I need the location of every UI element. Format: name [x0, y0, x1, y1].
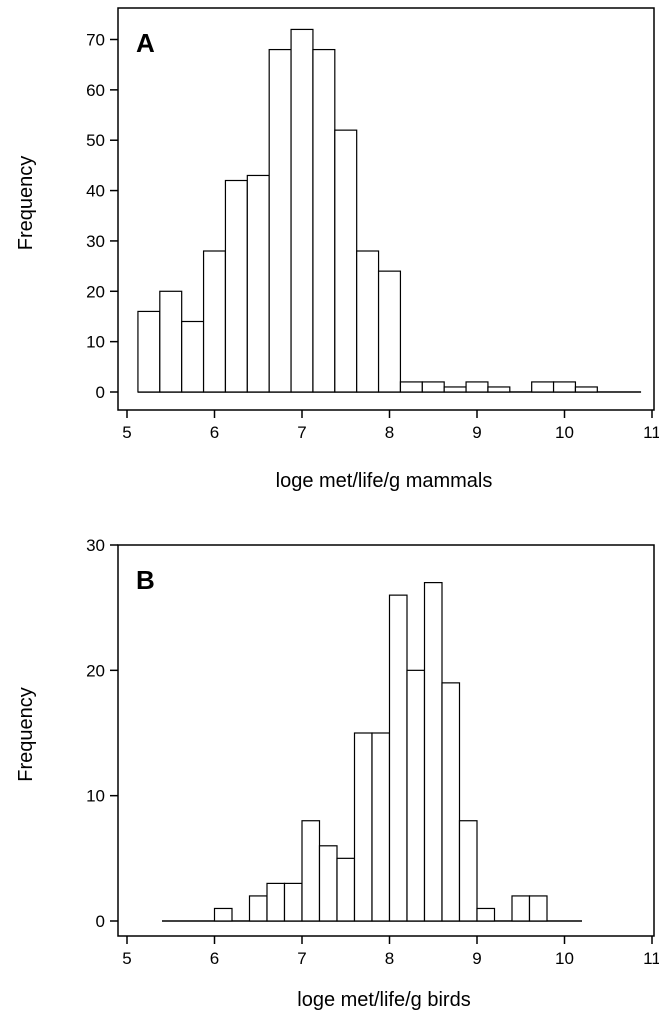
panel-a-bar: [356, 250, 380, 393]
panel-b-plot-frame: [117, 544, 655, 937]
panel-a-x-tick-label: 9: [472, 423, 481, 442]
panel-a-bar: [159, 290, 183, 393]
panel-b-x-tick-label: 11: [643, 949, 659, 968]
panel-b-bar: [388, 594, 408, 922]
panel-a-x-tick-label: 5: [122, 423, 131, 442]
panel-a-y-tick-label: 50: [86, 131, 105, 150]
panel-a-bar: [487, 386, 511, 393]
panel-b-x-axis-label: loge met/life/g birds: [297, 989, 470, 1011]
panel-b-bar: [301, 820, 321, 922]
panel-a-x-tick-label: 11: [643, 423, 659, 442]
panel-a-y-tick-label: 40: [86, 182, 105, 201]
panel-a-bar: [552, 381, 577, 393]
panel-b-bar: [476, 907, 496, 922]
panel-a-y-tick-label: 0: [96, 383, 105, 402]
panel-b-y-tick-label: 20: [86, 661, 105, 680]
panel-a-bar: [202, 250, 227, 393]
panel-a-bar: [224, 179, 248, 393]
panel-a-y-tick-label: 70: [86, 31, 105, 50]
panel-a-label: A: [136, 28, 155, 58]
panel-b-x-tick-label: 5: [122, 949, 131, 968]
panel-b-y-tick-label: 0: [96, 912, 105, 931]
panel-a-bar: [137, 310, 161, 393]
panel-a-y-tick-label: 30: [86, 232, 105, 251]
panel-a-bar: [246, 174, 270, 393]
panel-b-bar: [336, 857, 356, 922]
panel-a-y-tick-label: 60: [86, 81, 105, 100]
panel-a-bar: [290, 28, 314, 393]
panel-a-bar: [268, 48, 292, 393]
panel-a-bar: [334, 129, 358, 393]
panel-b-x-tick-label: 7: [297, 949, 306, 968]
panel-a-plot-frame: [117, 7, 655, 411]
panel-b-x-tick-label: 10: [555, 949, 574, 968]
panel-a-bar: [531, 381, 555, 393]
panel-b-bar: [511, 895, 531, 922]
panel-a-x-tick-label: 6: [210, 423, 219, 442]
panel-b-bar: [441, 682, 461, 922]
panel-b-y-tick-label: 30: [86, 536, 105, 555]
panel-b-bar: [458, 820, 478, 922]
panel-b: 5 6 7 8 9 10 11 0 10 20 30 loge met/life/g birds Fre…: [15, 536, 659, 1011]
panel-a-x-axis-label: loge met/life/g mammals: [276, 470, 493, 492]
panel-b-y-axis-label: Frequency: [15, 687, 37, 782]
panel-b-bar: [248, 895, 268, 922]
panel-b-bar: [353, 732, 373, 922]
panel-a-bar: [377, 270, 402, 393]
panel-a-bar: [443, 386, 467, 393]
panel-b-bar: [283, 882, 303, 922]
panel-b-bar: [213, 907, 233, 922]
panel-a: 5 6 7 8 9 10 11 0 10 20 30 40 50 60 70 loge met/life/g …: [15, 7, 659, 492]
panel-b-bar: [371, 732, 391, 922]
panel-a-bar: [574, 386, 598, 393]
panel-b-x-tick-label: 9: [472, 949, 481, 968]
panel-b-bar: [318, 845, 338, 922]
panel-b-bar: [266, 882, 286, 922]
panel-b-x-tick-label: 8: [385, 949, 394, 968]
panel-b-label: B: [136, 565, 155, 595]
panel-a-y-tick-label: 10: [86, 333, 105, 352]
panel-a-x-tick-label: 10: [555, 423, 574, 442]
panel-a-bar: [421, 381, 445, 393]
panel-a-x-tick-label: 8: [385, 423, 394, 442]
panel-b-bar: [406, 669, 426, 922]
panel-a-x-tick-label: 7: [297, 423, 306, 442]
panel-a-y-tick-label: 20: [86, 282, 105, 301]
panel-b-y-tick-label: 10: [86, 787, 105, 806]
panel-b-bar: [528, 895, 548, 922]
panel-a-bar: [399, 381, 423, 393]
panel-a-bar: [181, 320, 205, 393]
panel-a-bar: [465, 381, 489, 393]
panel-a-bar: [312, 48, 336, 393]
panel-b-x-tick-label: 6: [210, 949, 219, 968]
panel-b-bar: [423, 581, 443, 922]
panel-a-y-axis-label: Frequency: [15, 156, 37, 251]
